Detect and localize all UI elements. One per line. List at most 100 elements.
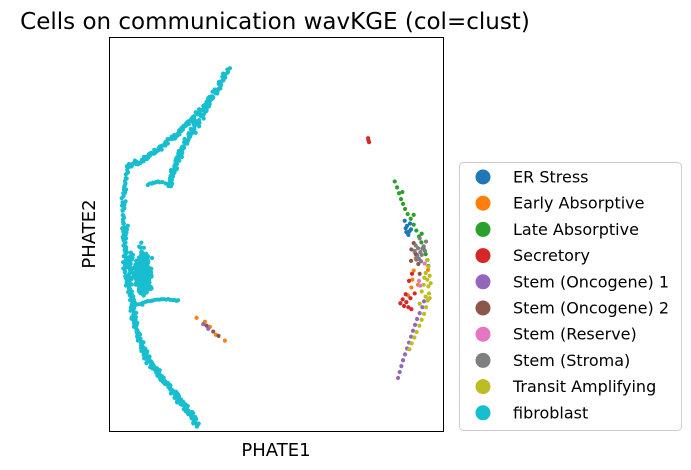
data-point-fibroblast (144, 255, 149, 260)
data-point-fibroblast (121, 221, 126, 226)
data-point-stem-oncogene-1 (417, 311, 422, 316)
data-point-transit-amplifying (423, 294, 428, 299)
data-point-late-absorptive (394, 185, 400, 190)
data-point-fibroblast (131, 324, 136, 329)
data-point-fibroblast (193, 130, 198, 135)
legend-item-er-stress: ER Stress (475, 168, 588, 187)
data-point-late-absorptive (405, 211, 410, 217)
data-point-secretory (406, 305, 411, 310)
data-point-er-stress (408, 227, 414, 232)
data-point-fibroblast (140, 344, 145, 349)
data-point-transit-amplifying (407, 347, 412, 352)
data-point-secretory (406, 278, 412, 283)
data-point-transit-amplifying (409, 341, 414, 346)
data-point-fibroblast (143, 265, 148, 271)
data-point-stem-oncogene-2 (408, 258, 414, 263)
data-point-late-absorptive (411, 222, 416, 227)
data-point-fibroblast (165, 136, 170, 142)
data-point-late-absorptive (392, 179, 397, 184)
legend-marker (475, 274, 491, 290)
data-point-transit-amplifying (428, 281, 433, 286)
data-point-fibroblast (130, 252, 136, 258)
data-point-secretory (409, 307, 414, 312)
data-point-fibroblast (149, 255, 155, 261)
data-point-fibroblast (197, 124, 202, 129)
data-point-fibroblast (184, 404, 190, 410)
data-point-stem-reserve (422, 261, 427, 266)
data-point-fibroblast (161, 375, 166, 380)
data-point-fibroblast (139, 249, 145, 254)
data-point-stem-oncogene-1 (421, 299, 427, 304)
data-point-late-absorptive (400, 189, 405, 195)
data-point-early-absorptive (425, 267, 431, 272)
legend-marker (475, 379, 491, 395)
legend-label: ER Stress (513, 168, 588, 187)
data-point-stem-stroma (420, 246, 425, 251)
data-point-late-absorptive (402, 206, 408, 212)
legend-marker (475, 352, 491, 368)
data-point-early-absorptive (222, 338, 227, 343)
data-point-late-absorptive (419, 240, 424, 245)
data-point-late-absorptive (396, 191, 402, 196)
data-point-stem-stroma (419, 252, 424, 258)
data-point-transit-amplifying (421, 311, 427, 316)
legend-marker (475, 221, 491, 237)
legend-item-stem-reserve: Stem (Reserve) (475, 325, 637, 344)
data-point-transit-amplifying (417, 301, 422, 306)
data-point-fibroblast (170, 173, 175, 179)
legend-label: Transit Amplifying (512, 377, 656, 396)
data-point-transit-amplifying (419, 289, 424, 294)
data-point-fibroblast (163, 143, 168, 148)
data-point-stem-oncogene-1 (410, 328, 416, 333)
data-point-fibroblast (176, 298, 181, 303)
data-point-stem-oncogene-2 (416, 261, 421, 267)
data-point-stem-oncogene-2 (417, 271, 422, 276)
data-point-fibroblast (136, 269, 142, 274)
data-point-fibroblast (193, 110, 198, 115)
data-point-stem-reserve (416, 278, 422, 283)
data-point-fibroblast (137, 244, 142, 249)
data-point-stem-stroma (423, 239, 429, 244)
data-point-fibroblast (124, 236, 129, 241)
data-point-fibroblast (149, 274, 154, 279)
data-point-transit-amplifying (426, 291, 432, 296)
data-point-fibroblast (128, 291, 133, 296)
data-point-fibroblast (131, 265, 137, 270)
data-point-fibroblast (201, 116, 206, 121)
legend-item-fibroblast: fibroblast (475, 403, 588, 422)
legend-item-transit-amplifying: Transit Amplifying (475, 377, 656, 396)
data-point-fibroblast (136, 286, 142, 291)
data-point-stem-oncogene-1 (399, 364, 404, 369)
data-point-fibroblast (137, 276, 142, 281)
data-point-late-absorptive (400, 201, 406, 206)
data-point-fibroblast (177, 128, 182, 133)
data-point-fibroblast (141, 253, 146, 258)
data-point-late-absorptive (411, 212, 416, 217)
legend-label: Stem (Stroma) (513, 351, 630, 370)
legend-marker (475, 195, 491, 211)
data-point-transit-amplifying (412, 335, 417, 340)
data-point-transit-amplifying (426, 264, 431, 269)
data-point-stem-stroma (414, 257, 419, 262)
data-point-secretory (403, 292, 408, 297)
data-point-er-stress (402, 218, 407, 223)
data-point-late-absorptive (414, 228, 419, 233)
data-point-stem-reserve (418, 283, 423, 288)
chart-title: Cells on communication wavKGE (col=clust… (20, 9, 530, 35)
data-point-secretory (398, 301, 403, 306)
data-point-fibroblast (182, 139, 187, 145)
data-point-transit-amplifying (425, 277, 430, 282)
data-point-stem-stroma (413, 243, 418, 248)
data-point-fibroblast (124, 164, 129, 169)
data-point-stem-oncogene-1 (412, 322, 418, 327)
data-point-late-absorptive (423, 252, 428, 257)
data-point-secretory (412, 291, 417, 296)
legend-item-early-absorptive: Early Absorptive (475, 194, 644, 213)
data-point-fibroblast (120, 208, 125, 213)
legend-marker (475, 326, 491, 342)
data-point-fibroblast (148, 284, 153, 289)
legend-marker (475, 300, 491, 316)
data-point-fibroblast (151, 363, 156, 368)
legend-marker (475, 405, 491, 421)
data-point-secretory (408, 296, 413, 301)
